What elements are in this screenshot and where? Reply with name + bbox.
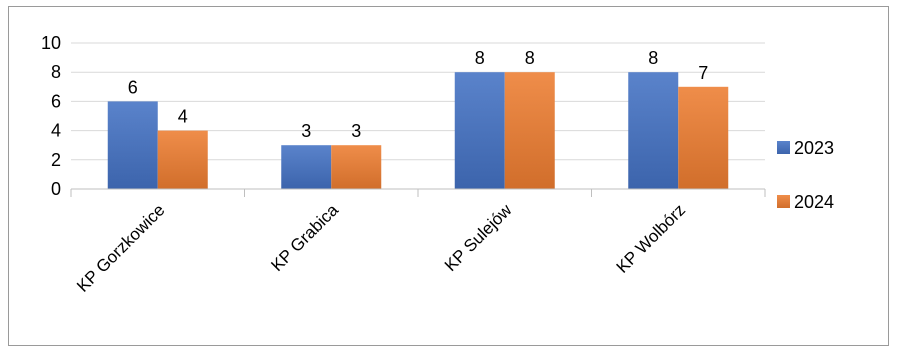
bars: [107, 72, 729, 189]
bar-kp-gorzkowice-2023: [107, 101, 158, 189]
legend-swatch-2023: [777, 141, 790, 154]
legend: 2023 2024: [777, 138, 834, 212]
legend-swatch-2024: [777, 195, 790, 208]
data-label: 3: [301, 121, 311, 141]
bar-kp-wolborz-2023: [628, 72, 679, 189]
category-label-kp-gorzkowice: KP Gorzkowice: [73, 200, 168, 295]
bar-kp-sulejow-2024: [504, 72, 555, 189]
y-tick-label: 10: [41, 33, 61, 53]
bar-kp-grabica-2023: [281, 145, 332, 189]
category-label-kp-wolborz: KP Wolbórz: [613, 200, 689, 276]
data-label: 4: [178, 107, 188, 127]
y-tick-label: 0: [51, 179, 61, 199]
category-label-kp-grabica: KP Grabica: [267, 200, 342, 275]
y-tick-label: 2: [51, 150, 61, 170]
bar-kp-gorzkowice-2024: [157, 130, 208, 189]
data-label: 3: [351, 121, 361, 141]
axes: [70, 188, 766, 197]
legend-label-2023: 2023: [794, 138, 834, 158]
y-tick-label: 6: [51, 91, 61, 111]
legend-label-2024: 2024: [794, 192, 834, 212]
bar-kp-grabica-2024: [331, 145, 382, 189]
bar-kp-sulejow-2023: [454, 72, 505, 189]
data-label: 7: [698, 63, 708, 83]
data-label: 8: [475, 48, 485, 68]
data-label: 8: [648, 48, 658, 68]
category-label-kp-sulejow: KP Sulejów: [441, 200, 516, 275]
y-tick-label: 8: [51, 62, 61, 82]
bar-chart: 0 2 4 6 8 10 6 4 KP Gorzkowice 3 3 KP Grabica 8 8 KP S…: [41, 33, 834, 296]
data-label: 8: [525, 48, 535, 68]
bar-kp-wolborz-2024: [678, 86, 729, 189]
chart-container: 0 2 4 6 8 10 6 4 KP Gorzkowice 3 3 KP Grabica 8 8 KP S…: [8, 6, 889, 346]
data-label: 6: [128, 77, 138, 97]
y-tick-label: 4: [51, 121, 61, 141]
